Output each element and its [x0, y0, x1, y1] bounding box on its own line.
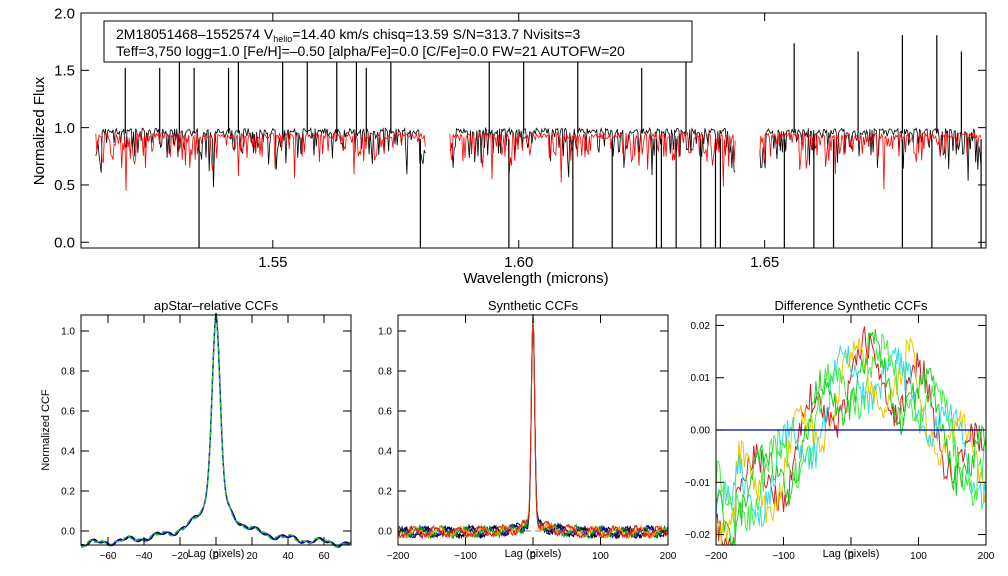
- y-tick-label: 0.5: [54, 177, 75, 194]
- spectrum-ylabel: Normalized Flux: [31, 76, 48, 185]
- synthetic-syn-5-line: [397, 324, 669, 540]
- spectrum-observed-line: [759, 127, 982, 181]
- vhelio-subscript: helio: [273, 34, 292, 44]
- y-tick-label: 0.2: [61, 487, 75, 498]
- y-tick-label: 0.8: [378, 367, 392, 378]
- y-tick-label: 1.0: [54, 120, 75, 137]
- synthetic-syn-2-line: [397, 314, 669, 540]
- x-tick-label: 20: [246, 551, 258, 562]
- y-tick-label: 0.00: [691, 426, 711, 437]
- y-tick-label: 0.8: [61, 367, 75, 378]
- difference-diff-5-line: [715, 329, 987, 547]
- spectrum-model-line: [449, 131, 736, 187]
- apstar-ylabel: Normalized CCF: [40, 389, 52, 471]
- synthetic-syn-1-line: [397, 320, 669, 540]
- y-tick-label: 0.6: [378, 407, 392, 418]
- y-tick-label: 0.6: [61, 407, 75, 418]
- spectrum-model-line: [759, 131, 982, 190]
- apstar-ccf-c-line: [80, 315, 352, 548]
- difference-xlabel: Lag (pixels): [823, 548, 880, 560]
- apstar-title: apStar–relative CCFs: [154, 298, 279, 313]
- apstar-axis-ticks: −60 −40 −20 0 20 40 60 0.0 0.2 0.4 0.6 0.8 1.0: [61, 315, 351, 562]
- difference-diff-4-line: [715, 333, 987, 537]
- y-tick-label: 0.01: [691, 373, 711, 384]
- spectrum-model-line: [95, 132, 426, 191]
- x-tick-label: 1.55: [258, 254, 287, 271]
- annotation-line-1: 2M18051468–1552574 Vhelio=14.40 km/s chi…: [116, 26, 580, 44]
- apstar-ccf-panel: −60 −40 −20 0 20 40 60 0.0 0.2 0.4 0.6 0.8 1.0 apSta…: [40, 298, 352, 562]
- x-tick-label: 40: [282, 551, 294, 562]
- spectrum-annotation-box: [103, 20, 693, 63]
- y-tick-label: 0.0: [54, 235, 75, 252]
- synthetic-syn-4-line: [397, 318, 669, 540]
- apstar-plot-area: [80, 312, 352, 548]
- synthetic-frame: [397, 314, 669, 546]
- x-tick-label: −40: [136, 551, 153, 562]
- apstar-ccf-a-line: [80, 312, 351, 548]
- spectrum-frame: [80, 12, 987, 249]
- synthetic-ccf-panel: −200 −100 0 100 200 0.0 0.2 0.4 0.6 0.8 1.0 Synthe…: [378, 298, 677, 562]
- x-tick-label: −100: [454, 551, 477, 562]
- y-tick-label: 1.5: [54, 63, 75, 80]
- synthetic-syn-3-line: [397, 317, 669, 540]
- x-tick-label: −200: [705, 551, 728, 562]
- y-tick-label: 1.0: [61, 327, 75, 338]
- x-tick-label: 0: [848, 551, 854, 562]
- apstar-frame: [80, 314, 352, 546]
- synthetic-title: Synthetic CCFs: [488, 298, 579, 313]
- y-tick-label: 1.0: [378, 327, 392, 338]
- y-tick-label: 0.0: [61, 527, 75, 538]
- difference-ccf-panel: −200 −100 0 100 200 −0.02 −0.01 0.00 0.01 0.02 Di…: [685, 298, 995, 562]
- spectrum-panel: 1.55 1.60 1.65 0.0 0.5 1.0 1.5 2.0 2M18051468–1…: [31, 5, 987, 287]
- x-tick-label: 100: [910, 551, 927, 562]
- y-tick-label: 0.0: [378, 527, 392, 538]
- y-tick-label: −0.01: [685, 478, 711, 489]
- x-tick-label: 1.60: [504, 254, 533, 271]
- difference-title: Difference Synthetic CCFs: [775, 298, 928, 313]
- vhelio-value: =14.40 km/s: [292, 26, 369, 42]
- spectrum-xlabel: Wavelength (microns): [463, 270, 608, 287]
- y-tick-label: −0.02: [685, 530, 711, 541]
- fit-stats: chisq=13.59 S/N=313.7 Nvisits=3: [373, 26, 581, 42]
- vhelio-prefix: V: [264, 26, 274, 42]
- x-tick-label: −20: [172, 551, 189, 562]
- y-tick-label: 0.2: [378, 487, 392, 498]
- difference-diff-3-line: [715, 345, 987, 528]
- difference-diff-1-line: [715, 326, 987, 546]
- synthetic-plot-area: [397, 314, 669, 540]
- y-tick-label: 0.4: [378, 447, 392, 458]
- spectrum-observed-line: [449, 126, 736, 178]
- difference-plot-area: [715, 326, 987, 547]
- x-tick-label: −60: [100, 551, 117, 562]
- difference-frame: [715, 314, 987, 546]
- y-tick-label: 2.0: [54, 5, 75, 22]
- x-tick-label: 1.65: [750, 254, 779, 271]
- x-tick-label: −200: [387, 551, 410, 562]
- synthetic-xlabel: Lag (pixels): [505, 548, 562, 560]
- x-tick-label: 100: [592, 551, 609, 562]
- object-id: 2M18051468–1552574: [116, 26, 260, 42]
- y-tick-label: 0.4: [61, 447, 75, 458]
- spectrum-axis-ticks: 1.55 1.60 1.65 0.0 0.5 1.0 1.5 2.0: [54, 5, 986, 271]
- spectrum-observed-line: [95, 126, 426, 188]
- x-tick-label: 60: [318, 551, 330, 562]
- x-tick-label: 200: [660, 551, 677, 562]
- apstar-xlabel: Lag (pixels): [188, 548, 245, 560]
- synthetic-axis-ticks: −200 −100 0 100 200 0.0 0.2 0.4 0.6 0.8 1.0: [378, 315, 677, 562]
- spectrum-plot-area: [95, 26, 982, 248]
- apstar-ccf-b-line: [80, 313, 352, 548]
- x-tick-label: −100: [772, 551, 795, 562]
- y-tick-label: 0.02: [691, 321, 711, 332]
- x-tick-label: 0: [213, 551, 219, 562]
- annotation-line-2: Teff=3,750 logg=1.0 [Fe/H]=–0.50 [alpha/…: [116, 43, 625, 59]
- x-tick-label: 200: [978, 551, 995, 562]
- x-tick-label: 0: [530, 551, 536, 562]
